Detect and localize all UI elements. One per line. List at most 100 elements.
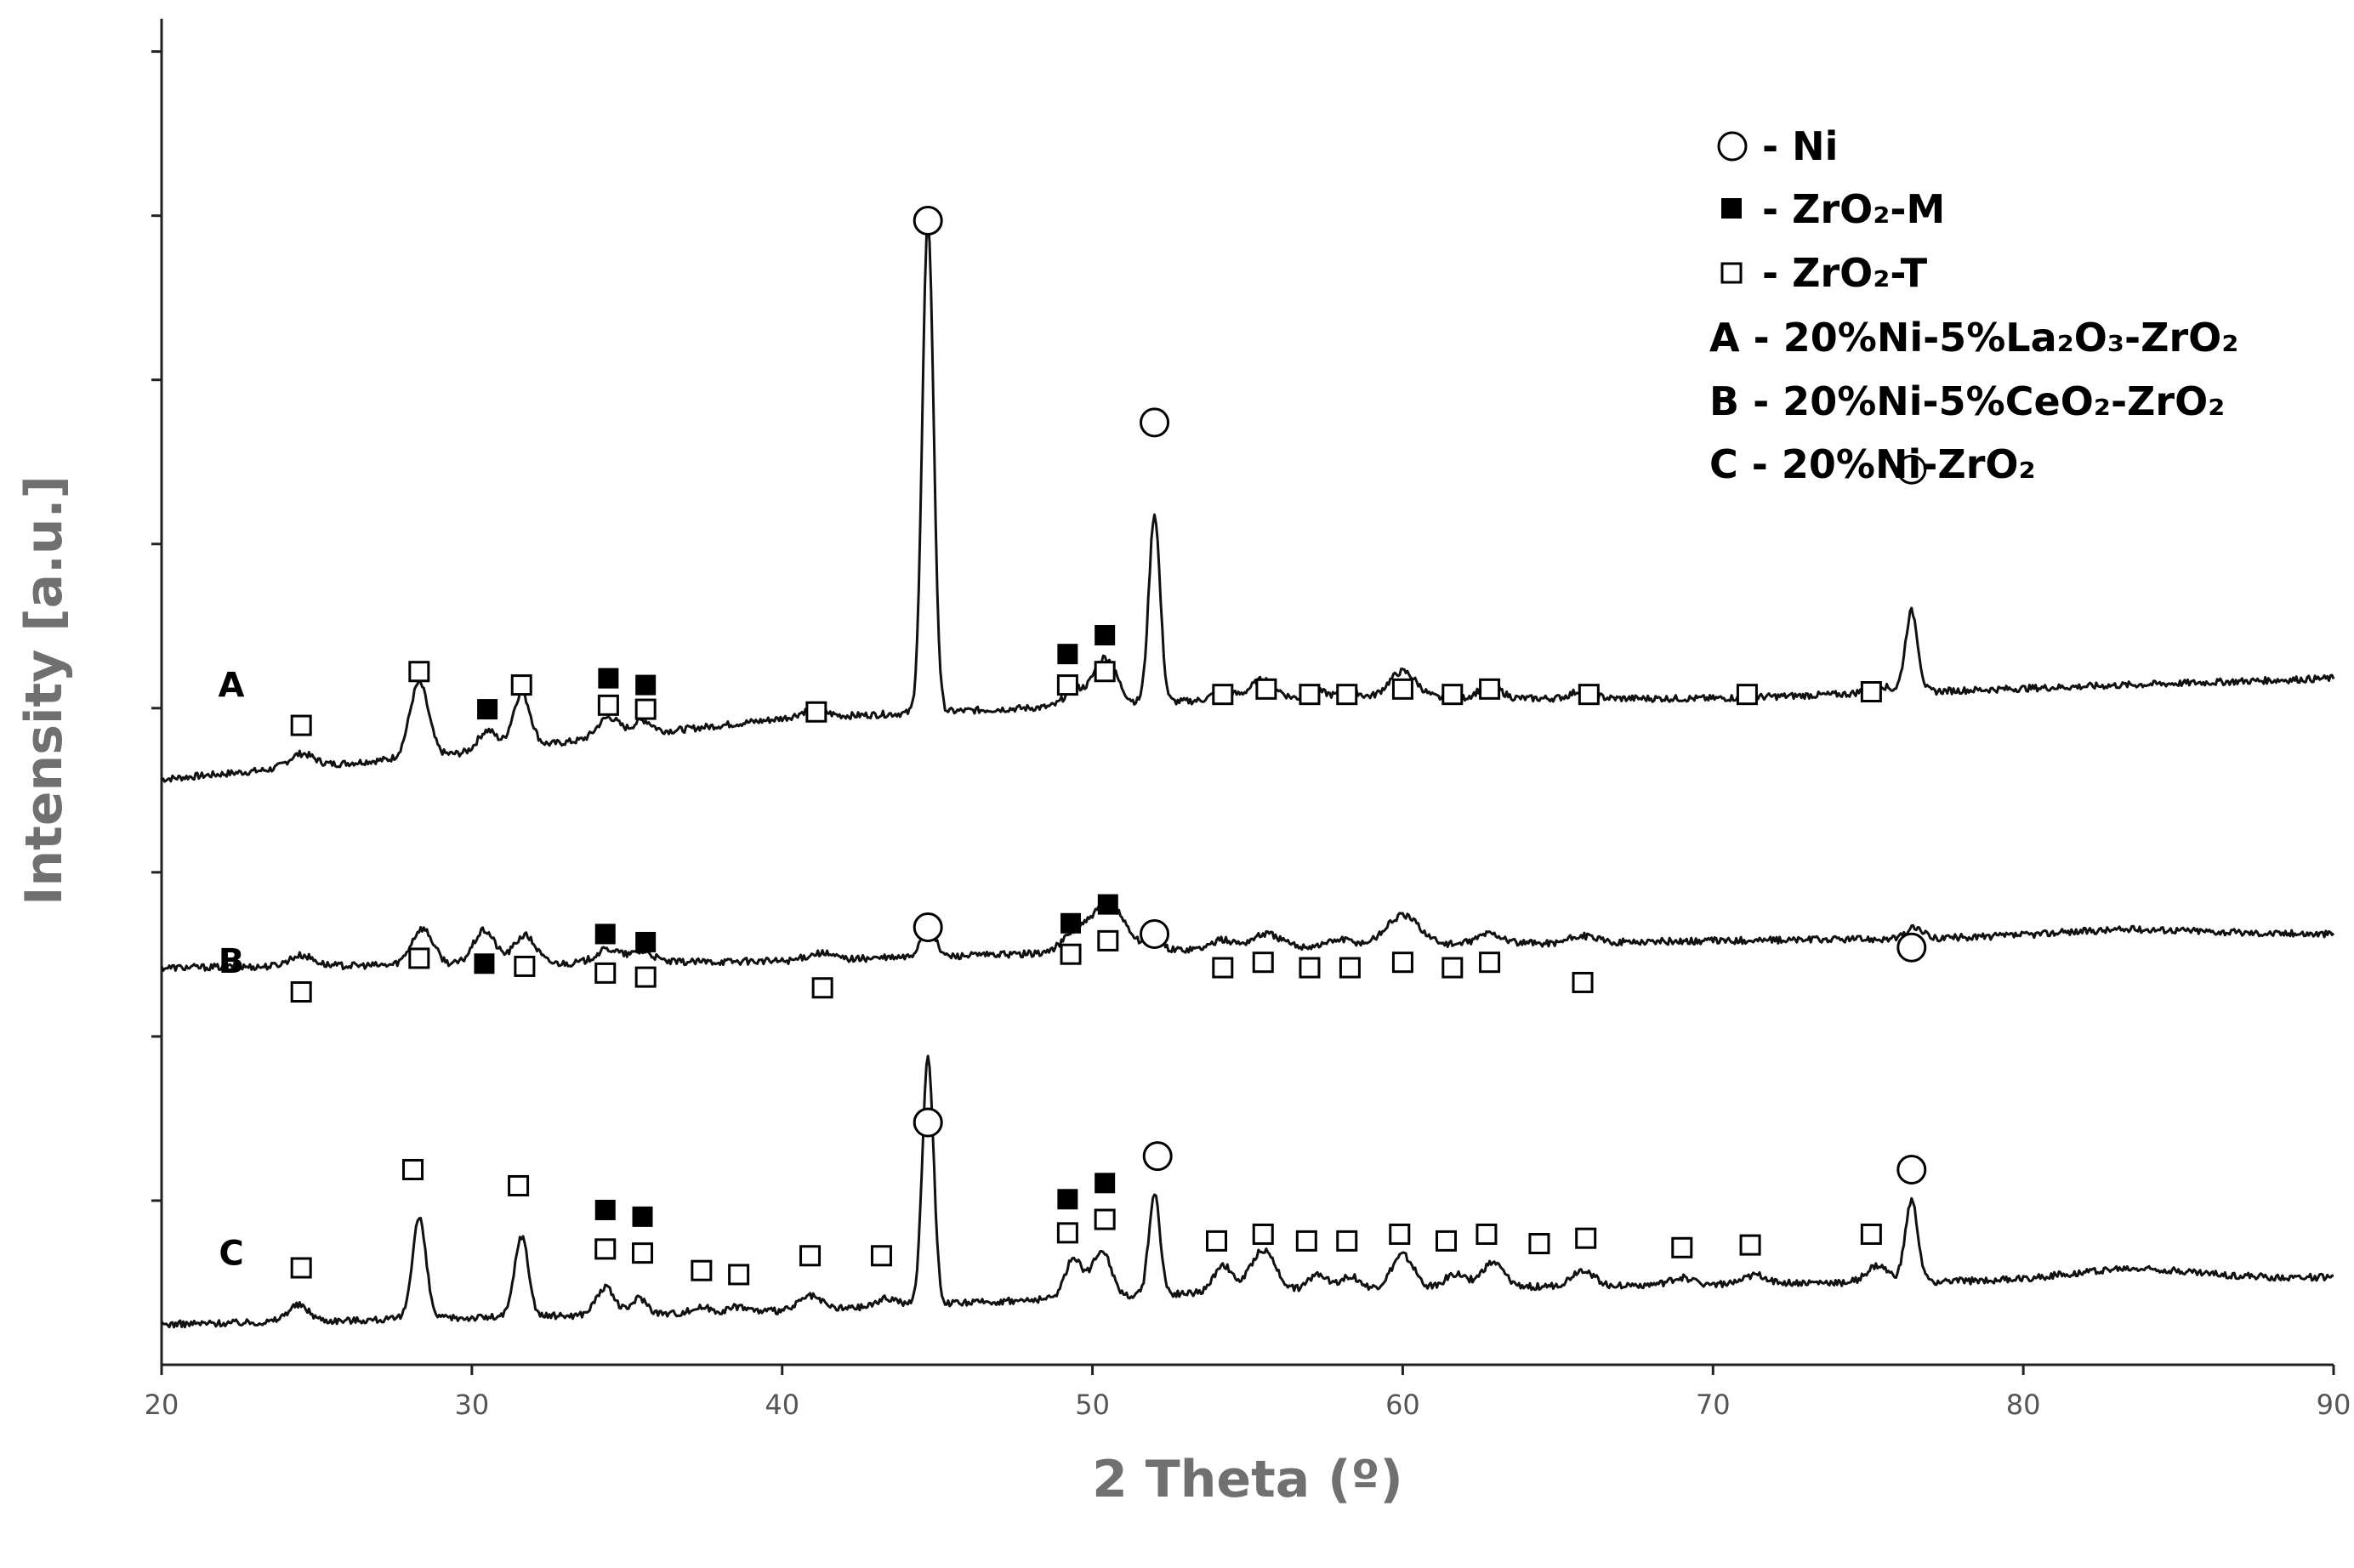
zro2-t-peak-marker bbox=[594, 962, 617, 984]
zro2-t-peak-marker bbox=[1391, 678, 1413, 700]
series-c-line bbox=[160, 1054, 2334, 1329]
zro2-t-peak-marker bbox=[870, 1245, 892, 1267]
zro2-t-peak-marker bbox=[510, 674, 532, 696]
ni-peak-marker bbox=[1896, 932, 1927, 963]
zro2-t-peak-marker bbox=[408, 661, 430, 683]
x-tick-label: 40 bbox=[765, 1389, 799, 1421]
x-tick-label: 50 bbox=[1075, 1389, 1110, 1421]
zro2-m-peak-marker bbox=[635, 674, 657, 696]
zro2-t-peak-marker bbox=[1206, 1230, 1228, 1252]
zro2-t-peak-marker bbox=[1860, 681, 1882, 702]
zro2-t-peak-marker bbox=[1389, 1223, 1411, 1245]
zro2-t-peak-marker bbox=[1739, 1234, 1761, 1256]
zro2-t-peak-marker bbox=[290, 1257, 312, 1279]
zro2-t-peak-marker bbox=[1441, 957, 1464, 979]
zro2-t-peak-marker bbox=[1436, 1230, 1458, 1252]
zro2-t-peak-marker bbox=[1060, 943, 1082, 965]
zro2-t-peak-marker bbox=[1336, 684, 1358, 706]
zro2-m-peak-marker bbox=[474, 953, 495, 974]
zro2-t-peak-marker bbox=[1391, 952, 1413, 974]
zro2-t-peak-marker bbox=[728, 1264, 750, 1286]
series-b-line bbox=[160, 899, 2335, 972]
x-axis-title: 2 Theta (º) bbox=[1092, 1450, 1403, 1509]
zro2-t-peak-marker bbox=[1336, 1230, 1358, 1252]
zro2-t-peak-marker bbox=[408, 947, 430, 969]
zro2-t-peak-marker bbox=[1252, 952, 1274, 974]
zro2-m-peak-marker bbox=[1060, 912, 1082, 934]
zro2-t-peak-marker bbox=[1094, 661, 1116, 683]
ni-peak-marker bbox=[913, 205, 943, 236]
zro2-t-peak-marker bbox=[1295, 1230, 1317, 1252]
ni-peak-marker bbox=[1896, 1154, 1927, 1185]
zro2-t-peak-marker bbox=[1299, 957, 1321, 979]
zro2-t-peak-marker bbox=[1671, 1236, 1693, 1258]
ni-peak-marker bbox=[1140, 918, 1170, 949]
legend-item-zro2-m: - ZrO₂-M bbox=[1762, 186, 1945, 232]
ni-peak-marker bbox=[913, 1107, 943, 1138]
legend-item-a: A - 20%Ni-5%La₂O₃-ZrO₂ bbox=[1709, 315, 2238, 361]
zro2-t-peak-marker bbox=[1339, 957, 1361, 979]
x-tick-label: 30 bbox=[454, 1389, 489, 1421]
zro2-t-peak-marker bbox=[632, 1242, 654, 1264]
zro2-m-peak-marker bbox=[1057, 1189, 1078, 1210]
zro2-t-peak-marker bbox=[805, 701, 827, 723]
x-ticks: 20 30 40 50 60 70 80 90 bbox=[145, 1365, 2351, 1421]
zro2-t-peak-marker bbox=[1212, 684, 1234, 706]
zro2-t-peak-marker bbox=[514, 955, 536, 977]
zro2-t-peak-marker bbox=[1097, 929, 1119, 952]
ni-peak-marker bbox=[913, 912, 943, 943]
curve-labels: A B C bbox=[219, 667, 245, 1274]
zro2-t-peak-marker bbox=[402, 1158, 424, 1180]
zro2-m-peak-marker bbox=[1097, 894, 1118, 915]
x-tick-label: 70 bbox=[1696, 1389, 1731, 1421]
zro2-t-peak-marker bbox=[1736, 684, 1758, 706]
zro2-t-peak-marker bbox=[1252, 1223, 1274, 1245]
x-tick-label: 90 bbox=[2317, 1389, 2351, 1421]
x-tick-label: 80 bbox=[2006, 1389, 2041, 1421]
zro2-m-peak-marker bbox=[477, 699, 498, 720]
zro2-m-peak-marker bbox=[1095, 1173, 1116, 1194]
legend-zro2-t-open-square-icon bbox=[1720, 262, 1743, 284]
zro2-t-peak-marker bbox=[1479, 952, 1501, 974]
zro2-t-peak-marker bbox=[1299, 684, 1321, 706]
zro2-t-peak-marker bbox=[508, 1174, 530, 1196]
zro2-m-peak-marker bbox=[1095, 625, 1116, 646]
legend-item-b: B - 20%Ni-5%CeO₂-ZrO₂ bbox=[1709, 378, 2225, 424]
legend: - Ni - ZrO₂-M - ZrO₂-T A - 20%Ni-5%La₂O₃… bbox=[1709, 123, 2238, 487]
zro2-m-peak-marker bbox=[594, 1199, 616, 1220]
legend-zro2-m-filled-square-icon bbox=[1721, 198, 1742, 219]
x-tick-label: 60 bbox=[1385, 1389, 1420, 1421]
ni-peak-marker bbox=[1896, 454, 1927, 485]
zro2-t-peak-marker bbox=[1575, 1227, 1597, 1249]
series-a-line bbox=[161, 221, 2335, 783]
x-tick-label: 20 bbox=[145, 1389, 179, 1421]
zro2-t-peak-marker bbox=[1056, 1222, 1078, 1244]
zro2-t-peak-marker bbox=[290, 981, 312, 1003]
zro2-t-peak-marker bbox=[1860, 1223, 1882, 1245]
y-ticks bbox=[151, 50, 162, 1202]
zro2-t-peak-marker bbox=[634, 698, 657, 720]
zro2-t-peak-marker bbox=[1255, 678, 1277, 700]
curve-label-b: B bbox=[219, 942, 245, 981]
zro2-m-peak-marker bbox=[1057, 644, 1078, 665]
legend-ni-circle-icon bbox=[1717, 131, 1748, 162]
zro2-t-peak-marker bbox=[1476, 1223, 1498, 1245]
ni-peak-marker bbox=[1140, 407, 1170, 438]
legend-item-zro2-t: - ZrO₂-T bbox=[1762, 250, 1928, 296]
zro2-t-peak-marker bbox=[594, 1238, 617, 1260]
legend-item-ni: - Ni bbox=[1762, 123, 1838, 169]
zro2-t-peak-marker bbox=[634, 966, 657, 988]
ni-peak-marker bbox=[1142, 1141, 1173, 1172]
zro2-t-peak-marker bbox=[1479, 678, 1501, 700]
curve-label-a: A bbox=[219, 667, 245, 706]
zro2-m-peak-marker bbox=[635, 931, 657, 952]
zro2-t-peak-marker bbox=[1094, 1208, 1116, 1230]
zro2-t-peak-marker bbox=[1056, 674, 1078, 696]
legend-item-c: C - 20%Ni-ZrO₂ bbox=[1709, 441, 2036, 487]
zro2-t-peak-marker bbox=[1441, 684, 1464, 706]
zro2-m-peak-marker bbox=[598, 668, 619, 689]
zro2-t-peak-marker bbox=[811, 977, 833, 999]
zro2-t-peak-marker bbox=[1528, 1233, 1550, 1255]
zro2-t-peak-marker bbox=[691, 1259, 713, 1281]
